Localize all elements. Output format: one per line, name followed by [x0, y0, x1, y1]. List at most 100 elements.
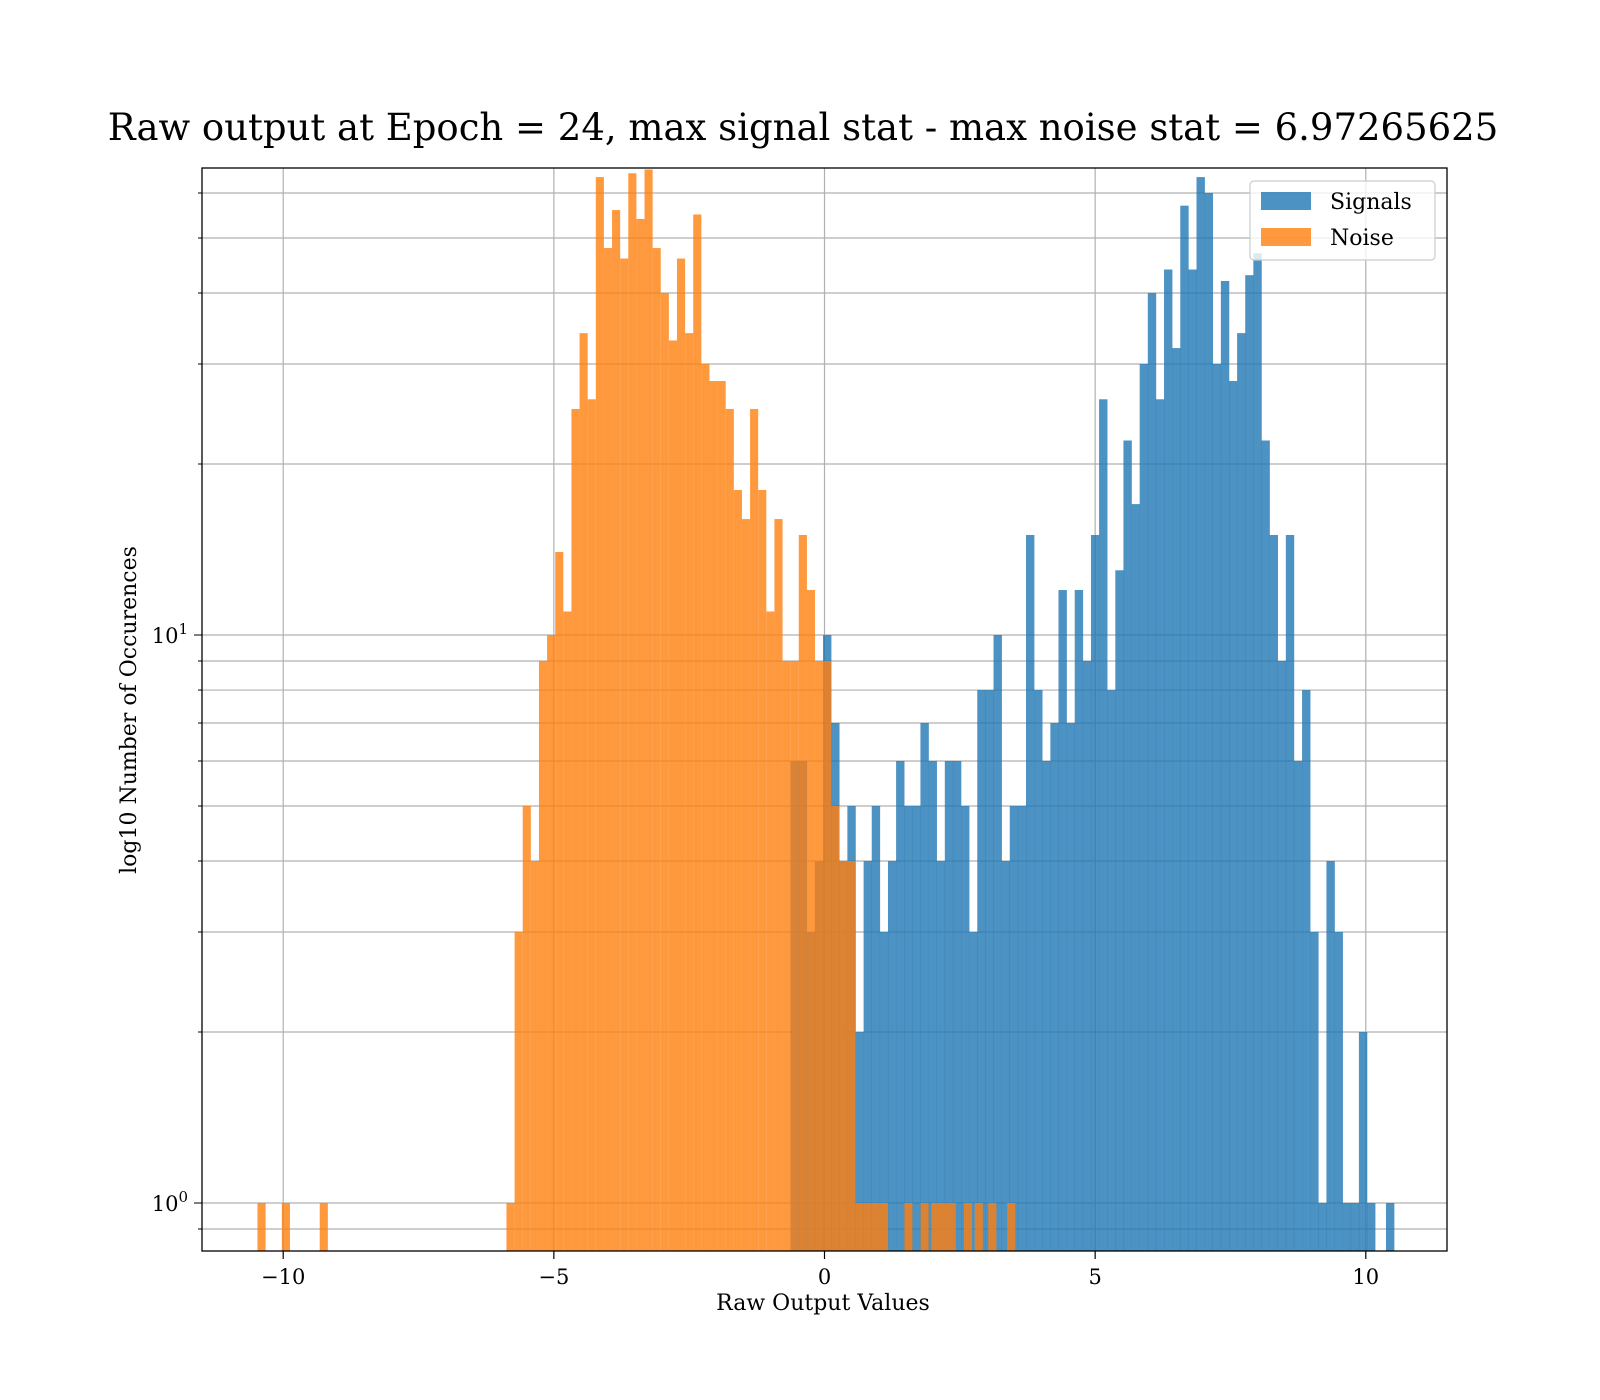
- histogram-bar: [1007, 1203, 1016, 1251]
- histogram-bar: [815, 660, 824, 1251]
- series-noise: [257, 169, 1016, 1252]
- histogram-bar: [522, 805, 531, 1251]
- histogram-bar: [1285, 534, 1295, 1251]
- chart-title: Raw output at Epoch = 24, max signal sta…: [108, 106, 1499, 149]
- histogram-bar: [685, 333, 694, 1251]
- legend-swatch-noise: [1261, 228, 1311, 246]
- histogram-bar: [628, 173, 637, 1251]
- histogram-bar: [1099, 399, 1108, 1251]
- histogram-bar: [587, 399, 596, 1251]
- y-tick-label: 101: [152, 620, 188, 648]
- x-tick-label: 0: [818, 1265, 831, 1289]
- histogram-bar: [1034, 690, 1043, 1251]
- legend-label-noise: Noise: [1330, 226, 1394, 251]
- histogram-bar: [939, 1203, 948, 1251]
- histogram-bar: [969, 931, 978, 1251]
- histogram-bar: [1310, 931, 1319, 1251]
- histogram-bar: [1342, 1203, 1352, 1251]
- histogram-bar: [1180, 205, 1189, 1251]
- histogram-bar: [798, 534, 807, 1251]
- histogram-bar: [668, 340, 677, 1251]
- histogram-bar: [555, 551, 564, 1251]
- histogram-bar: [961, 805, 970, 1251]
- histogram-bar: [660, 293, 669, 1252]
- histogram-bar: [993, 635, 1002, 1251]
- histogram-bar: [904, 805, 913, 1251]
- histogram-bar: [904, 1203, 913, 1251]
- histogram-bar: [1367, 1203, 1376, 1251]
- histogram-bar: [871, 1203, 880, 1251]
- histogram-bar: [879, 931, 889, 1251]
- histogram-bar: [847, 861, 856, 1251]
- histogram-bar: [514, 931, 523, 1251]
- plot-frame: [201, 167, 1448, 1252]
- histogram-bar: [652, 248, 661, 1251]
- histogram-bar: [733, 490, 742, 1251]
- histogram-bar: [1212, 363, 1222, 1251]
- histogram-bar: [988, 1203, 997, 1251]
- histogram-bar: [823, 660, 832, 1251]
- histogram-bar: [717, 381, 726, 1251]
- histogram-bar: [1026, 534, 1035, 1251]
- histogram-bar: [257, 1203, 266, 1251]
- histogram-bar: [676, 258, 686, 1251]
- histogram-bar: [1009, 805, 1019, 1251]
- histogram-bar: [1334, 931, 1343, 1251]
- histogram-bar: [603, 248, 613, 1251]
- histogram-bar: [725, 408, 734, 1251]
- histogram-bar: [985, 690, 994, 1251]
- histogram-bar: [974, 1203, 983, 1251]
- axis-ticks: −10 −5 0 5 10 100 101: [152, 192, 1379, 1289]
- x-tick-label: −10: [261, 1265, 305, 1289]
- histogram-bar: [1172, 348, 1181, 1251]
- histogram-bar: [636, 219, 645, 1251]
- histogram-bar: [1245, 275, 1254, 1251]
- y-tick-label: 100: [152, 1188, 188, 1216]
- histogram-bar: [1228, 381, 1238, 1251]
- histogram-bar: [1220, 280, 1230, 1252]
- histogram-bar: [1066, 722, 1075, 1251]
- x-axis-label: Raw Output Values: [716, 1291, 930, 1316]
- histogram-bar: [977, 690, 986, 1251]
- histogram-bar: [887, 861, 897, 1251]
- histogram-bar: [1269, 534, 1278, 1251]
- histogram-bar: [547, 635, 556, 1251]
- histogram-bar: [571, 408, 580, 1251]
- histogram-bar: [879, 1203, 889, 1251]
- y-axis-label: log10 Number of Occurences: [117, 546, 142, 874]
- legend-swatch-signals: [1261, 192, 1311, 210]
- histogram-bar: [693, 214, 702, 1251]
- histogram-bar: [790, 660, 799, 1251]
- histogram-bar: [896, 761, 905, 1251]
- histogram-bar: [319, 1203, 328, 1251]
- histogram-bar: [782, 660, 791, 1251]
- histogram-bar: [506, 1203, 515, 1251]
- histogram-bar: [1358, 1032, 1368, 1251]
- histogram-bar: [741, 519, 751, 1251]
- histogram-bar: [1058, 590, 1067, 1251]
- histogram-bar: [1237, 333, 1246, 1251]
- histogram-bar: [947, 1203, 956, 1251]
- histogram-bar: [758, 490, 767, 1251]
- histogram-bar: [1302, 690, 1311, 1251]
- x-tick-label: 10: [1352, 1265, 1379, 1289]
- histogram-bar: [563, 611, 572, 1251]
- histogram-bar: [855, 1032, 864, 1251]
- histogram-bar: [766, 611, 775, 1251]
- histogram-bar: [1017, 805, 1027, 1251]
- histogram-bar: [863, 1203, 872, 1251]
- histogram-bar: [1261, 440, 1270, 1251]
- histogram-bar: [595, 177, 604, 1252]
- histogram-bar: [806, 590, 816, 1251]
- histogram-bar: [1385, 1203, 1395, 1251]
- histogram-bar: [1131, 504, 1140, 1252]
- histogram-bar: [1147, 293, 1157, 1252]
- histogram-bar: [1253, 253, 1262, 1251]
- histogram-bar: [1042, 761, 1051, 1251]
- histogram-bar: [839, 861, 848, 1251]
- histogram-bar: [1164, 269, 1173, 1251]
- histogram-bar: [855, 1203, 864, 1251]
- histogram-bar: [530, 861, 539, 1251]
- histogram-bar: [1082, 660, 1092, 1251]
